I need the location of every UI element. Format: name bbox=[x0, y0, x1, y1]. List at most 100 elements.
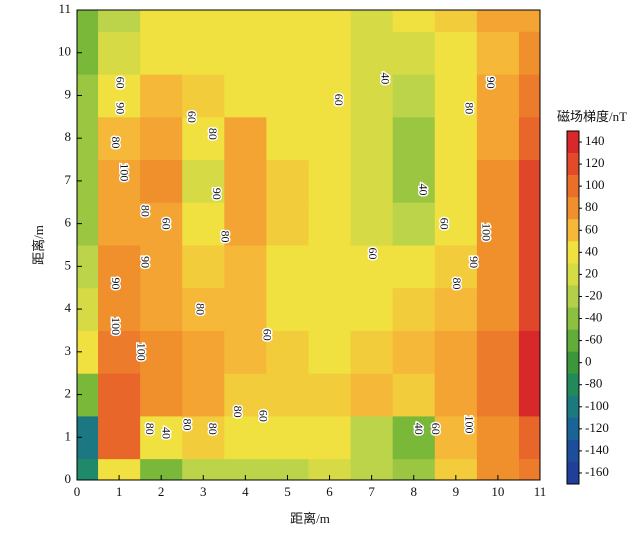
colorbar-band bbox=[567, 395, 579, 419]
field-cell bbox=[77, 116, 99, 161]
contour-label: 60 bbox=[113, 77, 127, 89]
y-tick-label: 0 bbox=[65, 471, 72, 486]
field-cell bbox=[350, 202, 394, 246]
field-cell bbox=[518, 74, 540, 118]
field-cell bbox=[308, 159, 352, 203]
field-cell bbox=[518, 245, 540, 289]
field-cell bbox=[77, 10, 99, 32]
colorbar-tick-label: -20 bbox=[585, 287, 602, 302]
field-cell bbox=[224, 458, 267, 480]
field-cell bbox=[392, 330, 436, 374]
field-cell bbox=[476, 330, 520, 374]
contour-label: 80 bbox=[206, 128, 220, 140]
contour-label: 40 bbox=[160, 427, 174, 439]
field-cell bbox=[140, 159, 183, 203]
field-cell bbox=[350, 74, 394, 118]
field-cell bbox=[140, 245, 183, 289]
contour-label: 60 bbox=[332, 94, 346, 106]
field-cell bbox=[98, 330, 141, 374]
contour-label: 100 bbox=[480, 223, 494, 241]
field-cell bbox=[77, 31, 99, 75]
field-cell bbox=[392, 74, 436, 118]
field-cell bbox=[308, 74, 352, 118]
field-cell bbox=[266, 287, 309, 331]
y-tick-label: 5 bbox=[65, 257, 72, 272]
field-cell bbox=[98, 31, 141, 75]
field-cell bbox=[140, 31, 183, 75]
field-cell bbox=[434, 202, 478, 246]
field-cell bbox=[476, 10, 520, 32]
field-cell bbox=[98, 159, 141, 203]
colorbar-band bbox=[567, 263, 579, 286]
colorbar-band bbox=[567, 373, 579, 397]
field-cell bbox=[350, 373, 394, 417]
field-cell bbox=[350, 245, 394, 289]
field-cell bbox=[518, 10, 540, 32]
field-cell bbox=[476, 287, 520, 331]
field-cell bbox=[350, 10, 394, 32]
field-cell bbox=[308, 330, 352, 374]
field-cell bbox=[308, 10, 352, 32]
contour-label: 80 bbox=[231, 406, 245, 418]
colorbar-tick-label: 80 bbox=[585, 199, 598, 214]
field-cell bbox=[266, 159, 309, 203]
colorbar-band bbox=[567, 131, 579, 154]
colorbar-tick-label: 120 bbox=[585, 155, 605, 170]
colorbar-band bbox=[567, 351, 579, 374]
x-tick-label: 6 bbox=[326, 484, 333, 499]
contour-label: 90 bbox=[113, 102, 127, 114]
colorbar-tick-label: 60 bbox=[585, 221, 598, 236]
field-cell bbox=[224, 245, 267, 289]
y-tick-label: 8 bbox=[65, 129, 72, 144]
contour-label: 100 bbox=[134, 343, 148, 361]
field-cell bbox=[476, 116, 520, 161]
field-cell bbox=[224, 202, 267, 246]
x-tick-label: 9 bbox=[453, 484, 460, 499]
x-tick-label: 8 bbox=[410, 484, 417, 499]
field-cell bbox=[77, 159, 99, 203]
field-cell bbox=[392, 31, 436, 75]
colorbar-tick-label: -100 bbox=[585, 398, 609, 413]
y-tick-label: 1 bbox=[65, 428, 72, 443]
field-cell bbox=[476, 202, 520, 246]
field-cell bbox=[224, 31, 267, 75]
contour-label: 80 bbox=[219, 230, 233, 242]
colorbar-frame bbox=[566, 130, 580, 485]
field-cell bbox=[98, 458, 141, 480]
field-cell bbox=[182, 74, 225, 118]
contour-label: 90 bbox=[467, 256, 481, 268]
field-cell bbox=[224, 330, 267, 374]
contour-label: 80 bbox=[450, 277, 464, 289]
field-cell bbox=[350, 330, 394, 374]
colorbar-tick-label: 20 bbox=[585, 265, 598, 280]
colorbar-band bbox=[567, 241, 579, 264]
y-tick-label: 3 bbox=[65, 343, 72, 358]
field-cell bbox=[98, 287, 141, 331]
field-cell bbox=[224, 287, 267, 331]
field-cell bbox=[266, 116, 309, 161]
field-cell bbox=[434, 373, 478, 417]
contour-label: 60 bbox=[256, 410, 270, 422]
field-cell bbox=[266, 31, 309, 75]
field-cell bbox=[392, 159, 436, 203]
field-cell bbox=[77, 415, 99, 460]
field-cell bbox=[266, 373, 309, 417]
contour-label: 90 bbox=[210, 188, 224, 200]
contour-label: 100 bbox=[463, 415, 477, 433]
x-tick-label: 5 bbox=[284, 484, 291, 499]
field-cell bbox=[476, 415, 520, 460]
field-cell bbox=[392, 373, 436, 417]
field-cell bbox=[392, 245, 436, 289]
colorbar-tick-label: 100 bbox=[585, 177, 605, 192]
field-cell bbox=[308, 415, 352, 460]
field-cell bbox=[266, 458, 309, 480]
field-cell bbox=[77, 373, 99, 417]
y-tick-label: 6 bbox=[65, 215, 72, 230]
contour-field bbox=[77, 10, 540, 480]
field-cell bbox=[224, 74, 267, 118]
y-tick-label: 2 bbox=[65, 386, 72, 401]
field-cell bbox=[140, 458, 183, 480]
field-cell bbox=[434, 245, 478, 289]
field-cell bbox=[140, 287, 183, 331]
field-cell bbox=[518, 159, 540, 203]
